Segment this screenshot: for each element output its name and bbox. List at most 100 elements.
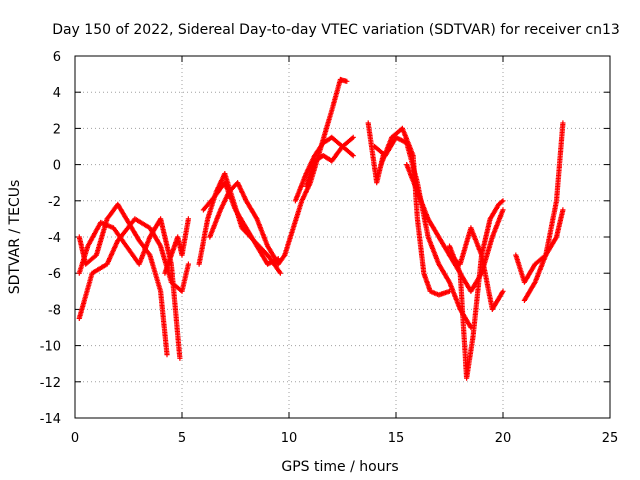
data-point xyxy=(245,200,247,202)
data-point xyxy=(502,209,504,211)
data-point xyxy=(305,185,307,188)
data-point xyxy=(352,136,355,139)
data-point xyxy=(459,272,462,275)
y-tick-label: -6 xyxy=(48,267,61,282)
y-tick-label: -4 xyxy=(48,231,61,246)
data-series xyxy=(76,76,566,381)
data-point xyxy=(448,290,451,293)
data-point xyxy=(395,136,397,139)
x-tick-label: 0 xyxy=(71,431,79,446)
x-tick-label: 20 xyxy=(495,431,512,446)
data-point xyxy=(87,245,89,247)
axis-ticks xyxy=(74,55,611,419)
data-point xyxy=(209,236,211,238)
data-point xyxy=(491,236,494,238)
series-track-o xyxy=(446,225,506,312)
data-point xyxy=(523,299,526,302)
data-point xyxy=(502,200,504,202)
y-tick-label: -8 xyxy=(48,303,61,318)
series-track-d xyxy=(162,216,191,276)
series-track-h xyxy=(282,76,350,258)
data-point xyxy=(331,109,333,112)
data-point xyxy=(459,263,462,265)
data-point xyxy=(149,236,151,238)
data-point xyxy=(401,127,404,130)
y-tick-label: -14 xyxy=(40,412,61,427)
data-point xyxy=(112,227,115,229)
data-point xyxy=(438,294,440,296)
data-point xyxy=(423,272,425,275)
data-point xyxy=(480,254,483,256)
data-point xyxy=(277,257,280,260)
data-point xyxy=(301,200,303,202)
data-point xyxy=(159,218,162,220)
y-tick-label: 4 xyxy=(53,86,61,101)
data-point xyxy=(292,227,295,229)
data-point xyxy=(78,236,81,238)
data-point xyxy=(138,263,140,265)
data-point xyxy=(502,290,504,293)
series-track-p xyxy=(513,120,566,285)
data-point xyxy=(294,200,297,202)
data-point xyxy=(322,154,325,157)
data-point xyxy=(382,154,384,157)
data-point xyxy=(412,154,414,157)
data-point xyxy=(170,281,173,284)
y-tick-label: -2 xyxy=(48,195,61,210)
data-point xyxy=(95,254,98,256)
data-point xyxy=(117,203,119,206)
data-point xyxy=(555,200,558,202)
data-point xyxy=(523,281,526,284)
data-point xyxy=(138,239,140,242)
x-axis-label: GPS time / hours xyxy=(281,459,398,475)
series-markers xyxy=(372,134,474,331)
data-point xyxy=(534,281,536,284)
data-point xyxy=(236,181,239,184)
data-point xyxy=(322,142,325,144)
series-track-c xyxy=(76,216,191,321)
data-point xyxy=(181,254,183,256)
x-tick-label: 5 xyxy=(178,431,186,446)
data-point xyxy=(345,80,348,83)
data-point xyxy=(470,290,472,293)
data-point xyxy=(176,236,179,238)
series-track-q xyxy=(521,207,566,303)
data-point xyxy=(159,290,162,293)
data-point xyxy=(106,218,108,220)
data-point xyxy=(438,263,440,265)
data-point xyxy=(427,218,429,220)
data-point xyxy=(164,272,166,275)
data-point xyxy=(149,254,151,256)
data-point xyxy=(341,145,344,148)
data-point xyxy=(99,221,102,224)
data-point xyxy=(91,272,93,275)
data-point xyxy=(78,272,81,275)
data-point xyxy=(416,218,419,220)
data-point xyxy=(159,245,162,247)
data-point xyxy=(305,172,307,175)
x-tick-label: 15 xyxy=(388,431,405,446)
data-point xyxy=(166,353,168,356)
data-point xyxy=(78,317,81,320)
data-point xyxy=(545,254,547,256)
data-point xyxy=(472,335,474,338)
y-tick-label: 0 xyxy=(53,159,61,174)
data-point xyxy=(489,218,491,220)
data-point xyxy=(266,263,269,265)
data-point xyxy=(187,218,190,220)
data-point xyxy=(149,227,151,229)
data-point xyxy=(187,263,190,265)
data-point xyxy=(84,263,87,265)
data-point xyxy=(470,227,472,229)
data-point xyxy=(117,239,119,242)
data-point xyxy=(224,181,226,184)
data-point xyxy=(228,190,230,193)
data-point xyxy=(429,290,432,293)
data-point xyxy=(448,245,451,247)
series-track-j xyxy=(303,134,356,189)
data-point xyxy=(256,245,258,247)
data-point xyxy=(241,227,243,229)
data-point xyxy=(179,357,181,360)
